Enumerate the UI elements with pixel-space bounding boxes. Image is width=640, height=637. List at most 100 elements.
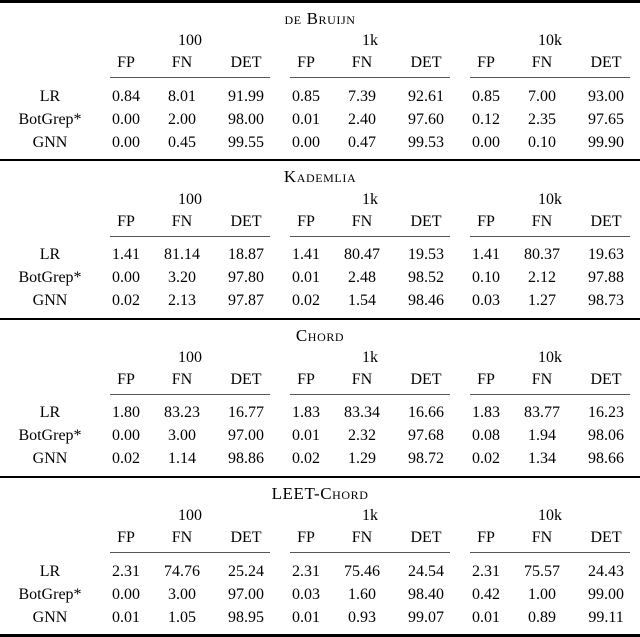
metric-header: FP — [117, 529, 135, 546]
size-header: 10k — [538, 190, 563, 208]
table-cell: 24.54 — [408, 562, 444, 580]
table-cell: 1.27 — [528, 292, 556, 309]
group-rule — [280, 549, 460, 560]
corner-spacer — [0, 189, 100, 211]
corner-spacer — [0, 211, 100, 233]
table-cell: 0.00 — [112, 585, 140, 603]
metric-header: FP — [297, 370, 315, 388]
cmidrule-line — [470, 235, 631, 237]
table-cell: 0.03 — [472, 292, 500, 309]
size-header: 100 — [178, 507, 202, 524]
table-cell: 0.08 — [472, 427, 500, 445]
group-rule — [460, 233, 640, 244]
table-cell: 8.01 — [168, 87, 196, 105]
metric-header: FN — [171, 54, 193, 72]
table-cell: 16.23 — [588, 404, 625, 422]
section-table: Chord 100 1k 10k FP FN DET FP FN DET FP … — [0, 320, 640, 476]
section-table: LEET-Chord 100 1k 10k FP FN DET FP FN DE… — [0, 478, 640, 634]
metric-header: FN — [171, 212, 193, 230]
table-cell: 98.73 — [588, 292, 625, 309]
table-cell: 0.00 — [112, 269, 140, 286]
table-cell: 1.80 — [112, 404, 140, 422]
table-cell: 0.01 — [292, 608, 320, 626]
table-cell: 24.43 — [588, 562, 625, 580]
table-cell: 0.01 — [112, 608, 140, 626]
section-title: LEET-Chord — [271, 483, 369, 503]
table-cell: 2.00 — [168, 110, 196, 128]
metric-header: FN — [351, 529, 373, 546]
table-cell: 0.42 — [472, 585, 500, 603]
table-cell: 2.12 — [528, 269, 556, 286]
section-chord: Chord 100 1k 10k FP FN DET FP FN DET FP … — [0, 317, 640, 476]
table-cell: 83.23 — [164, 404, 200, 422]
table-cell: 81.14 — [164, 246, 200, 263]
corner-spacer — [0, 30, 100, 52]
section-table: de Bruijn 100 1k 10k FP FN DET FP FN DET… — [0, 3, 640, 159]
table-cell: 98.46 — [408, 292, 444, 309]
table-cell: 74.76 — [164, 562, 200, 580]
table-cell: 0.00 — [112, 110, 140, 128]
corner-spacer — [0, 527, 100, 549]
size-header: 10k — [538, 32, 563, 50]
corner-spacer — [0, 52, 100, 74]
table-cell: 0.02 — [292, 292, 320, 309]
table-cell: 98.86 — [228, 450, 264, 468]
row-label: BotGrep* — [18, 269, 82, 286]
metric-header: FP — [477, 529, 495, 546]
group-rule — [280, 233, 460, 244]
size-header: 1k — [362, 348, 378, 366]
table-cell: 75.57 — [524, 562, 560, 580]
section-kademlia: Kademlia 100 1k 10k FP FN DET FP FN DET … — [0, 159, 640, 317]
table-cell: 19.63 — [588, 246, 625, 263]
rule-spacer — [0, 74, 100, 85]
table-cell: 97.00 — [228, 585, 264, 603]
table-cell: 7.00 — [528, 87, 556, 105]
metric-header: DET — [590, 212, 622, 230]
metric-header: FP — [477, 54, 495, 72]
table-cell: 0.02 — [472, 450, 500, 468]
row-label: BotGrep* — [18, 110, 82, 128]
metric-header: DET — [230, 529, 262, 546]
row-label: LR — [39, 404, 61, 422]
group-rule — [100, 74, 280, 85]
cmidrule-line — [470, 77, 631, 79]
table-cell: 7.39 — [348, 87, 376, 105]
row-label: BotGrep* — [18, 585, 82, 603]
table-cell: 98.00 — [228, 110, 264, 128]
table-cell: 1.29 — [348, 450, 376, 468]
table-cell: 98.95 — [228, 608, 264, 626]
table-cell: 83.34 — [344, 404, 380, 422]
table-cell: 99.55 — [228, 133, 264, 151]
table-cell: 0.93 — [348, 608, 376, 626]
table-cell: 0.84 — [112, 87, 140, 105]
table-cell: 0.01 — [472, 608, 500, 626]
size-header: 100 — [178, 348, 202, 366]
section-table: Kademlia 100 1k 10k FP FN DET FP FN DET … — [0, 161, 640, 317]
cmidrule-line — [290, 77, 450, 79]
metric-header: FP — [477, 212, 495, 230]
corner-spacer — [0, 505, 100, 527]
size-header: 10k — [538, 507, 563, 524]
metric-header: FN — [531, 54, 553, 72]
metric-header: DET — [590, 529, 622, 546]
table-cell: 2.32 — [348, 427, 376, 445]
table-cell: 2.35 — [528, 110, 556, 128]
table-cell: 97.87 — [228, 292, 264, 309]
cmidrule-line — [110, 552, 270, 553]
table-cell: 0.03 — [292, 585, 320, 603]
cmidrule-line — [290, 235, 450, 237]
table-cell: 0.47 — [348, 133, 376, 151]
group-rule — [280, 74, 460, 85]
metric-header: DET — [410, 370, 442, 388]
group-rule — [460, 74, 640, 85]
row-label: BotGrep* — [18, 427, 82, 445]
table-cell: 97.60 — [408, 110, 444, 128]
table-cell: 1.41 — [472, 246, 500, 263]
metric-header: FP — [117, 212, 135, 230]
table-cell: 2.31 — [472, 562, 500, 580]
table-cell: 0.85 — [292, 87, 320, 105]
metric-header: FP — [297, 529, 315, 546]
table-cell: 1.94 — [528, 427, 556, 445]
metric-header: FN — [531, 370, 553, 388]
